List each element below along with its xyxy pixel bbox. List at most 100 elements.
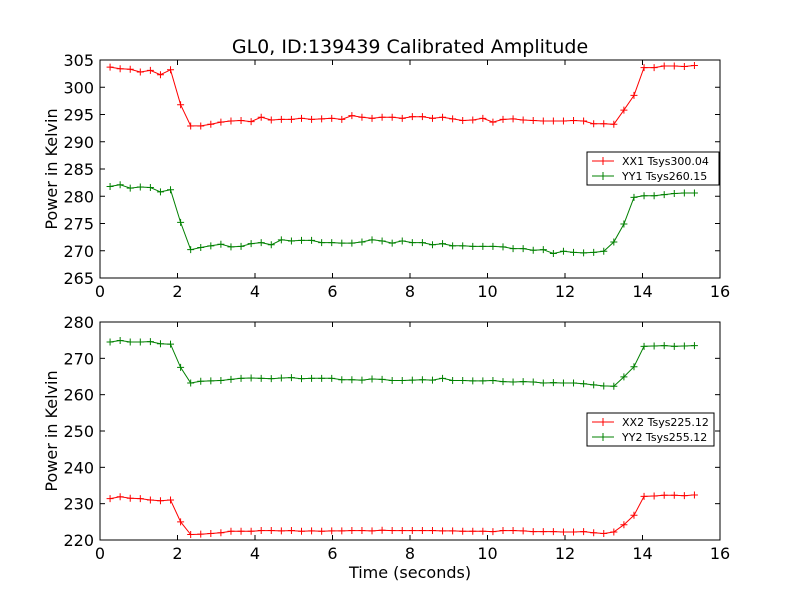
data-point-bottom-0-25 (358, 527, 366, 535)
data-point-top-0-26 (368, 114, 376, 122)
data-point-top-0-42 (529, 116, 537, 124)
data-point-bottom-1-45 (559, 379, 567, 387)
data-point-top-1-27 (378, 237, 386, 245)
legend-marker-xx2 (599, 418, 605, 426)
data-point-top-1-14 (247, 240, 255, 248)
y-tick-label-bottom-2: 240 (63, 458, 94, 477)
data-point-top-0-18 (287, 115, 295, 123)
data-point-bottom-0-12 (227, 527, 235, 535)
data-point-bottom-1-32 (428, 376, 436, 384)
data-point-bottom-1-51 (620, 373, 628, 381)
data-point-top-1-0 (106, 182, 114, 190)
data-point-top-1-43 (539, 246, 547, 254)
data-point-top-0-46 (570, 116, 578, 124)
data-point-top-1-36 (469, 242, 477, 250)
data-point-top-0-56 (670, 62, 678, 70)
data-point-top-1-51 (620, 220, 628, 228)
data-point-top-1-39 (499, 243, 507, 251)
data-point-top-1-9 (197, 243, 205, 251)
data-point-bottom-1-58 (690, 342, 698, 350)
y-tick-label-bottom-3: 250 (63, 422, 94, 441)
data-point-bottom-0-6 (167, 496, 175, 504)
data-point-top-0-22 (328, 114, 336, 122)
data-point-bottom-1-16 (267, 375, 275, 383)
data-point-bottom-1-40 (509, 378, 517, 386)
data-point-top-1-16 (267, 241, 275, 249)
series-layer-bottom (106, 337, 698, 539)
data-point-top-1-46 (570, 248, 578, 256)
data-point-bottom-1-25 (358, 376, 366, 384)
data-point-top-0-54 (650, 64, 658, 72)
data-point-top-1-26 (368, 236, 376, 244)
data-point-bottom-1-20 (308, 374, 316, 382)
data-point-bottom-0-40 (509, 527, 517, 535)
data-point-top-1-1 (116, 181, 124, 189)
data-point-bottom-1-44 (549, 379, 557, 387)
data-point-top-0-2 (126, 65, 134, 73)
data-point-top-1-15 (257, 239, 265, 247)
data-point-bottom-0-29 (398, 527, 406, 535)
legend-label-yy2: YY2 Tsys255.12 (621, 431, 707, 444)
data-point-bottom-0-15 (257, 527, 265, 535)
data-point-bottom-0-1 (116, 493, 124, 501)
data-point-top-0-7 (177, 101, 185, 109)
data-point-top-0-13 (237, 116, 245, 124)
data-point-bottom-1-10 (207, 377, 215, 385)
data-point-bottom-0-48 (590, 529, 598, 537)
data-point-bottom-0-21 (318, 527, 326, 535)
data-point-top-0-33 (439, 113, 447, 121)
data-point-bottom-1-6 (167, 340, 175, 348)
data-point-top-0-57 (680, 63, 688, 71)
x-tick-label-top-8: 16 (710, 282, 730, 301)
data-point-top-0-27 (378, 113, 386, 121)
data-point-bottom-1-29 (398, 376, 406, 384)
data-point-bottom-0-3 (136, 495, 144, 503)
data-point-top-1-41 (519, 245, 527, 253)
data-point-bottom-1-42 (529, 378, 537, 386)
y-tick-label-bottom-1: 230 (63, 495, 94, 514)
data-point-top-1-49 (600, 247, 608, 255)
data-point-bottom-1-15 (257, 374, 265, 382)
data-point-bottom-0-34 (449, 527, 457, 535)
y-tick-label-top-6: 295 (63, 106, 94, 125)
data-point-top-0-16 (267, 116, 275, 124)
legend-frame-bottom (586, 412, 715, 447)
data-point-top-1-25 (358, 238, 366, 246)
x-tick-label-top-6: 12 (555, 282, 575, 301)
data-point-bottom-1-8 (187, 379, 195, 387)
data-point-bottom-0-8 (187, 531, 195, 539)
data-point-top-0-32 (428, 114, 436, 122)
data-point-bottom-1-0 (106, 338, 114, 346)
data-point-bottom-1-49 (600, 382, 608, 390)
data-point-bottom-1-53 (640, 342, 648, 350)
data-point-top-0-48 (590, 120, 598, 128)
data-point-top-1-5 (156, 188, 164, 196)
data-point-top-0-1 (116, 65, 124, 73)
data-point-bottom-0-13 (237, 527, 245, 535)
data-point-top-0-41 (519, 116, 527, 124)
data-point-bottom-0-47 (580, 528, 588, 536)
x-tick-label-bottom-3: 6 (327, 544, 337, 563)
data-point-bottom-0-14 (247, 527, 255, 535)
data-point-bottom-0-2 (126, 494, 134, 502)
data-point-top-1-29 (398, 237, 406, 245)
data-point-bottom-0-7 (177, 518, 185, 526)
data-point-top-0-40 (509, 115, 517, 123)
ticks-top: 0 2 4 6 8 10 12 14 16 265 270 275 280 285 290 295 300 305 (63, 51, 730, 301)
data-point-bottom-0-16 (267, 527, 275, 535)
data-point-top-1-57 (680, 189, 688, 197)
data-point-bottom-1-12 (227, 375, 235, 383)
data-point-top-1-52 (630, 193, 638, 201)
data-point-top-1-38 (489, 242, 497, 250)
data-point-bottom-0-43 (539, 528, 547, 536)
data-point-bottom-0-17 (277, 527, 285, 535)
data-point-bottom-1-36 (469, 377, 477, 385)
data-point-top-0-4 (146, 66, 154, 74)
x-tick-label-top-5: 10 (477, 282, 497, 301)
legend-label-xx1: XX1 Tsys300.04 (622, 155, 709, 168)
data-point-bottom-1-34 (449, 376, 457, 384)
data-point-top-0-37 (479, 114, 487, 122)
y-tick-label-bottom-4: 260 (63, 386, 94, 405)
data-point-top-1-13 (237, 242, 245, 250)
